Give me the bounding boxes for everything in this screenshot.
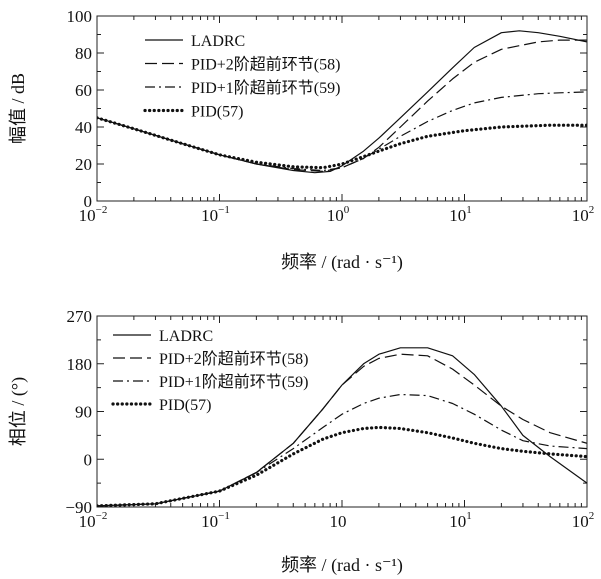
x-axis-title: 频率 / (rad · s⁻¹) xyxy=(281,252,403,273)
legend-label: PID+1阶超前环节(59) xyxy=(191,79,340,97)
x-axis-title: 频率 / (rad · s⁻¹) xyxy=(281,555,403,576)
legend-label: LADRC xyxy=(191,33,245,50)
x-tick-exponent: −2 xyxy=(96,204,108,216)
x-tick-exponent: 1 xyxy=(466,204,472,216)
x-tick-label: 10−2 xyxy=(79,204,108,225)
legend-label: PID+2阶超前环节(58) xyxy=(159,350,308,368)
y-tick-label: 60 xyxy=(75,81,92,100)
y-tick-label: 270 xyxy=(67,307,93,326)
x-tick-exponent: 2 xyxy=(589,510,595,522)
x-tick-base: 10 xyxy=(330,512,347,531)
series-line-3 xyxy=(97,91,587,172)
y-tick-label: 100 xyxy=(67,7,93,26)
legend-label: LADRC xyxy=(159,328,213,345)
plot-frame xyxy=(96,15,588,202)
y-tick-label: −90 xyxy=(65,498,92,517)
x-tick-exponent: 2 xyxy=(589,204,595,216)
x-tick-base: 10 xyxy=(449,206,466,225)
series-line-1 xyxy=(97,347,587,507)
y-tick-label: 40 xyxy=(75,118,92,137)
legend-label: PID(57) xyxy=(159,397,211,414)
x-tick-label: 101 xyxy=(449,510,472,531)
x-tick-exponent: 0 xyxy=(344,204,350,216)
legend-label: PID+2阶超前环节(58) xyxy=(191,56,340,74)
x-tick-base: 10 xyxy=(201,206,218,225)
x-tick-label: 10−1 xyxy=(201,510,230,531)
x-tick-label: 102 xyxy=(572,204,595,225)
legend-label: PID(57) xyxy=(191,104,243,121)
y-tick-label: 90 xyxy=(75,403,92,422)
x-tick-base: 10 xyxy=(79,206,96,225)
series-line-4 xyxy=(97,425,587,507)
x-tick-base: 10 xyxy=(327,206,344,225)
y-tick-label: 80 xyxy=(75,44,92,63)
y-tick-label: 20 xyxy=(75,155,92,174)
x-tick-label: 101 xyxy=(449,204,472,225)
series-line-4 xyxy=(97,116,587,170)
series-line-2 xyxy=(97,39,587,172)
x-tick-exponent: −1 xyxy=(218,204,230,216)
x-tick-base: 10 xyxy=(572,512,589,531)
series-line-2 xyxy=(97,353,587,507)
x-tick-exponent: −2 xyxy=(96,510,108,522)
x-tick-label: 102 xyxy=(572,510,595,531)
y-axis-title: 相位 / (°) xyxy=(8,377,29,446)
x-tick-label: 100 xyxy=(327,204,350,225)
x-tick-base: 10 xyxy=(201,512,218,531)
y-tick-label: 0 xyxy=(84,450,93,469)
x-tick-base: 10 xyxy=(449,512,466,531)
x-tick-label: 10 xyxy=(330,512,347,531)
x-tick-base: 10 xyxy=(79,512,96,531)
y-tick-label: 180 xyxy=(67,355,93,374)
y-tick-label: 0 xyxy=(84,192,93,211)
x-tick-exponent: 1 xyxy=(466,510,472,522)
y-axis-title: 幅值 / dB xyxy=(8,73,28,144)
x-tick-label: 10−1 xyxy=(201,204,230,225)
series-line-1 xyxy=(97,30,587,174)
x-tick-label: 10−2 xyxy=(79,510,108,531)
x-tick-exponent: −1 xyxy=(218,510,230,522)
x-tick-base: 10 xyxy=(572,206,589,225)
series-line-3 xyxy=(97,393,587,507)
legend-label: PID+1阶超前环节(59) xyxy=(159,373,308,391)
